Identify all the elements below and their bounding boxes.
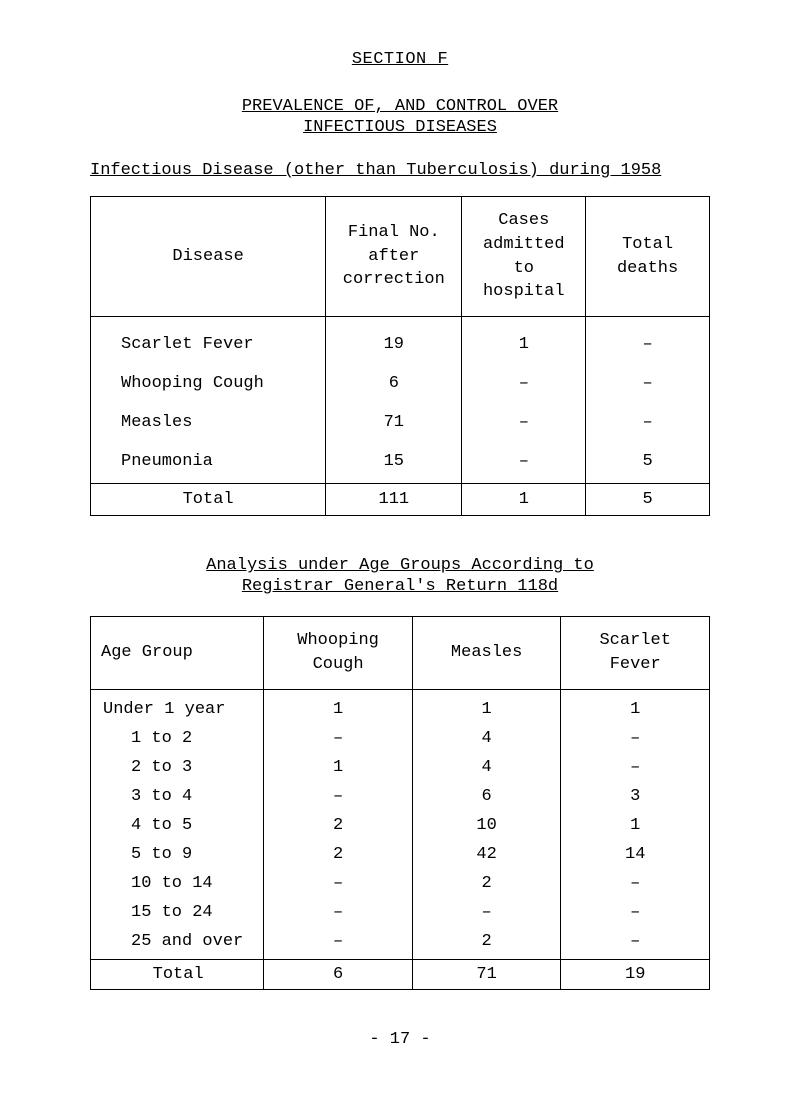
- cell-cases: 1: [462, 317, 586, 365]
- col-whooping: WhoopingCough: [264, 617, 413, 690]
- cell-disease: Measles: [91, 403, 326, 442]
- cell-age: 15 to 24: [91, 898, 264, 927]
- cell-measles: –: [412, 898, 561, 927]
- cell-measles: 6: [412, 782, 561, 811]
- col-measles: Measles: [412, 617, 561, 690]
- total-measles: 71: [412, 959, 561, 989]
- cell-cases: –: [462, 403, 586, 442]
- total-scarlet: 19: [561, 959, 710, 989]
- disease-table: Disease Final No.aftercorrection Casesad…: [90, 196, 710, 516]
- cell-deaths: –: [586, 317, 710, 365]
- cell-final: 71: [326, 403, 462, 442]
- cell-deaths: –: [586, 364, 710, 403]
- cell-age: 2 to 3: [91, 753, 264, 782]
- cell-whooping: –: [264, 898, 413, 927]
- table-row: Pneumonia 15 – 5: [91, 442, 710, 484]
- table-row: Scarlet Fever 19 1 –: [91, 317, 710, 365]
- cell-age: 5 to 9: [91, 840, 264, 869]
- cell-age: 3 to 4: [91, 782, 264, 811]
- table-row: 3 to 4 – 6 3: [91, 782, 710, 811]
- section-title: SECTION F: [70, 50, 730, 69]
- cell-scarlet: –: [561, 724, 710, 753]
- total-whooping: 6: [264, 959, 413, 989]
- cell-scarlet: 3: [561, 782, 710, 811]
- table-row: Under 1 year 1 1 1: [91, 689, 710, 724]
- cell-whooping: –: [264, 724, 413, 753]
- table-row: 4 to 5 2 10 1: [91, 811, 710, 840]
- cell-whooping: 1: [264, 689, 413, 724]
- cell-age: Under 1 year: [91, 689, 264, 724]
- cell-whooping: 2: [264, 840, 413, 869]
- col-cases: Casesadmittedtohospital: [462, 197, 586, 317]
- cell-measles: 2: [412, 869, 561, 898]
- cell-disease: Whooping Cough: [91, 364, 326, 403]
- cell-disease: Pneumonia: [91, 442, 326, 484]
- cell-final: 6: [326, 364, 462, 403]
- total-label: Total: [91, 959, 264, 989]
- cell-measles: 42: [412, 840, 561, 869]
- table-row: Whooping Cough 6 – –: [91, 364, 710, 403]
- cell-final: 15: [326, 442, 462, 484]
- col-disease: Disease: [91, 197, 326, 317]
- cell-whooping: 1: [264, 753, 413, 782]
- table-row: 2 to 3 1 4 –: [91, 753, 710, 782]
- total-deaths: 5: [586, 484, 710, 516]
- table-row: 10 to 14 – 2 –: [91, 869, 710, 898]
- col-deaths: Totaldeaths: [586, 197, 710, 317]
- cell-deaths: –: [586, 403, 710, 442]
- cell-age: 25 and over: [91, 927, 264, 960]
- cell-scarlet: –: [561, 927, 710, 960]
- total-final: 111: [326, 484, 462, 516]
- cell-measles: 4: [412, 753, 561, 782]
- cell-whooping: 2: [264, 811, 413, 840]
- cell-age: 10 to 14: [91, 869, 264, 898]
- cell-scarlet: 1: [561, 689, 710, 724]
- cell-disease: Scarlet Fever: [91, 317, 326, 365]
- table-row: 1 to 2 – 4 –: [91, 724, 710, 753]
- total-cases: 1: [462, 484, 586, 516]
- cell-deaths: 5: [586, 442, 710, 484]
- cell-cases: –: [462, 364, 586, 403]
- cell-whooping: –: [264, 927, 413, 960]
- cell-measles: 2: [412, 927, 561, 960]
- cell-measles: 4: [412, 724, 561, 753]
- cell-measles: 10: [412, 811, 561, 840]
- cell-age: 4 to 5: [91, 811, 264, 840]
- table-row: 15 to 24 – – –: [91, 898, 710, 927]
- cell-whooping: –: [264, 782, 413, 811]
- analysis-title-2: Registrar General's Return 118d: [70, 577, 730, 596]
- header-line: Infectious Disease (other than Tuberculo…: [90, 161, 730, 180]
- cell-cases: –: [462, 442, 586, 484]
- cell-scarlet: –: [561, 753, 710, 782]
- cell-scarlet: 1: [561, 811, 710, 840]
- cell-scarlet: –: [561, 869, 710, 898]
- age-group-table: Age Group WhoopingCough Measles ScarletF…: [90, 616, 710, 990]
- page-number: - 17 -: [70, 1030, 730, 1049]
- col-scarlet: ScarletFever: [561, 617, 710, 690]
- cell-measles: 1: [412, 689, 561, 724]
- cell-final: 19: [326, 317, 462, 365]
- cell-scarlet: –: [561, 898, 710, 927]
- col-final-no: Final No.aftercorrection: [326, 197, 462, 317]
- table-row: 25 and over – 2 –: [91, 927, 710, 960]
- analysis-title-1: Analysis under Age Groups According to: [70, 556, 730, 575]
- cell-age: 1 to 2: [91, 724, 264, 753]
- total-label: Total: [91, 484, 326, 516]
- cell-whooping: –: [264, 869, 413, 898]
- subtitle-line1: PREVALENCE OF, AND CONTROL OVER: [70, 97, 730, 116]
- table-row: Measles 71 – –: [91, 403, 710, 442]
- col-age-group: Age Group: [91, 617, 264, 690]
- cell-scarlet: 14: [561, 840, 710, 869]
- table-row: 5 to 9 2 42 14: [91, 840, 710, 869]
- subtitle-line2: INFECTIOUS DISEASES: [70, 118, 730, 137]
